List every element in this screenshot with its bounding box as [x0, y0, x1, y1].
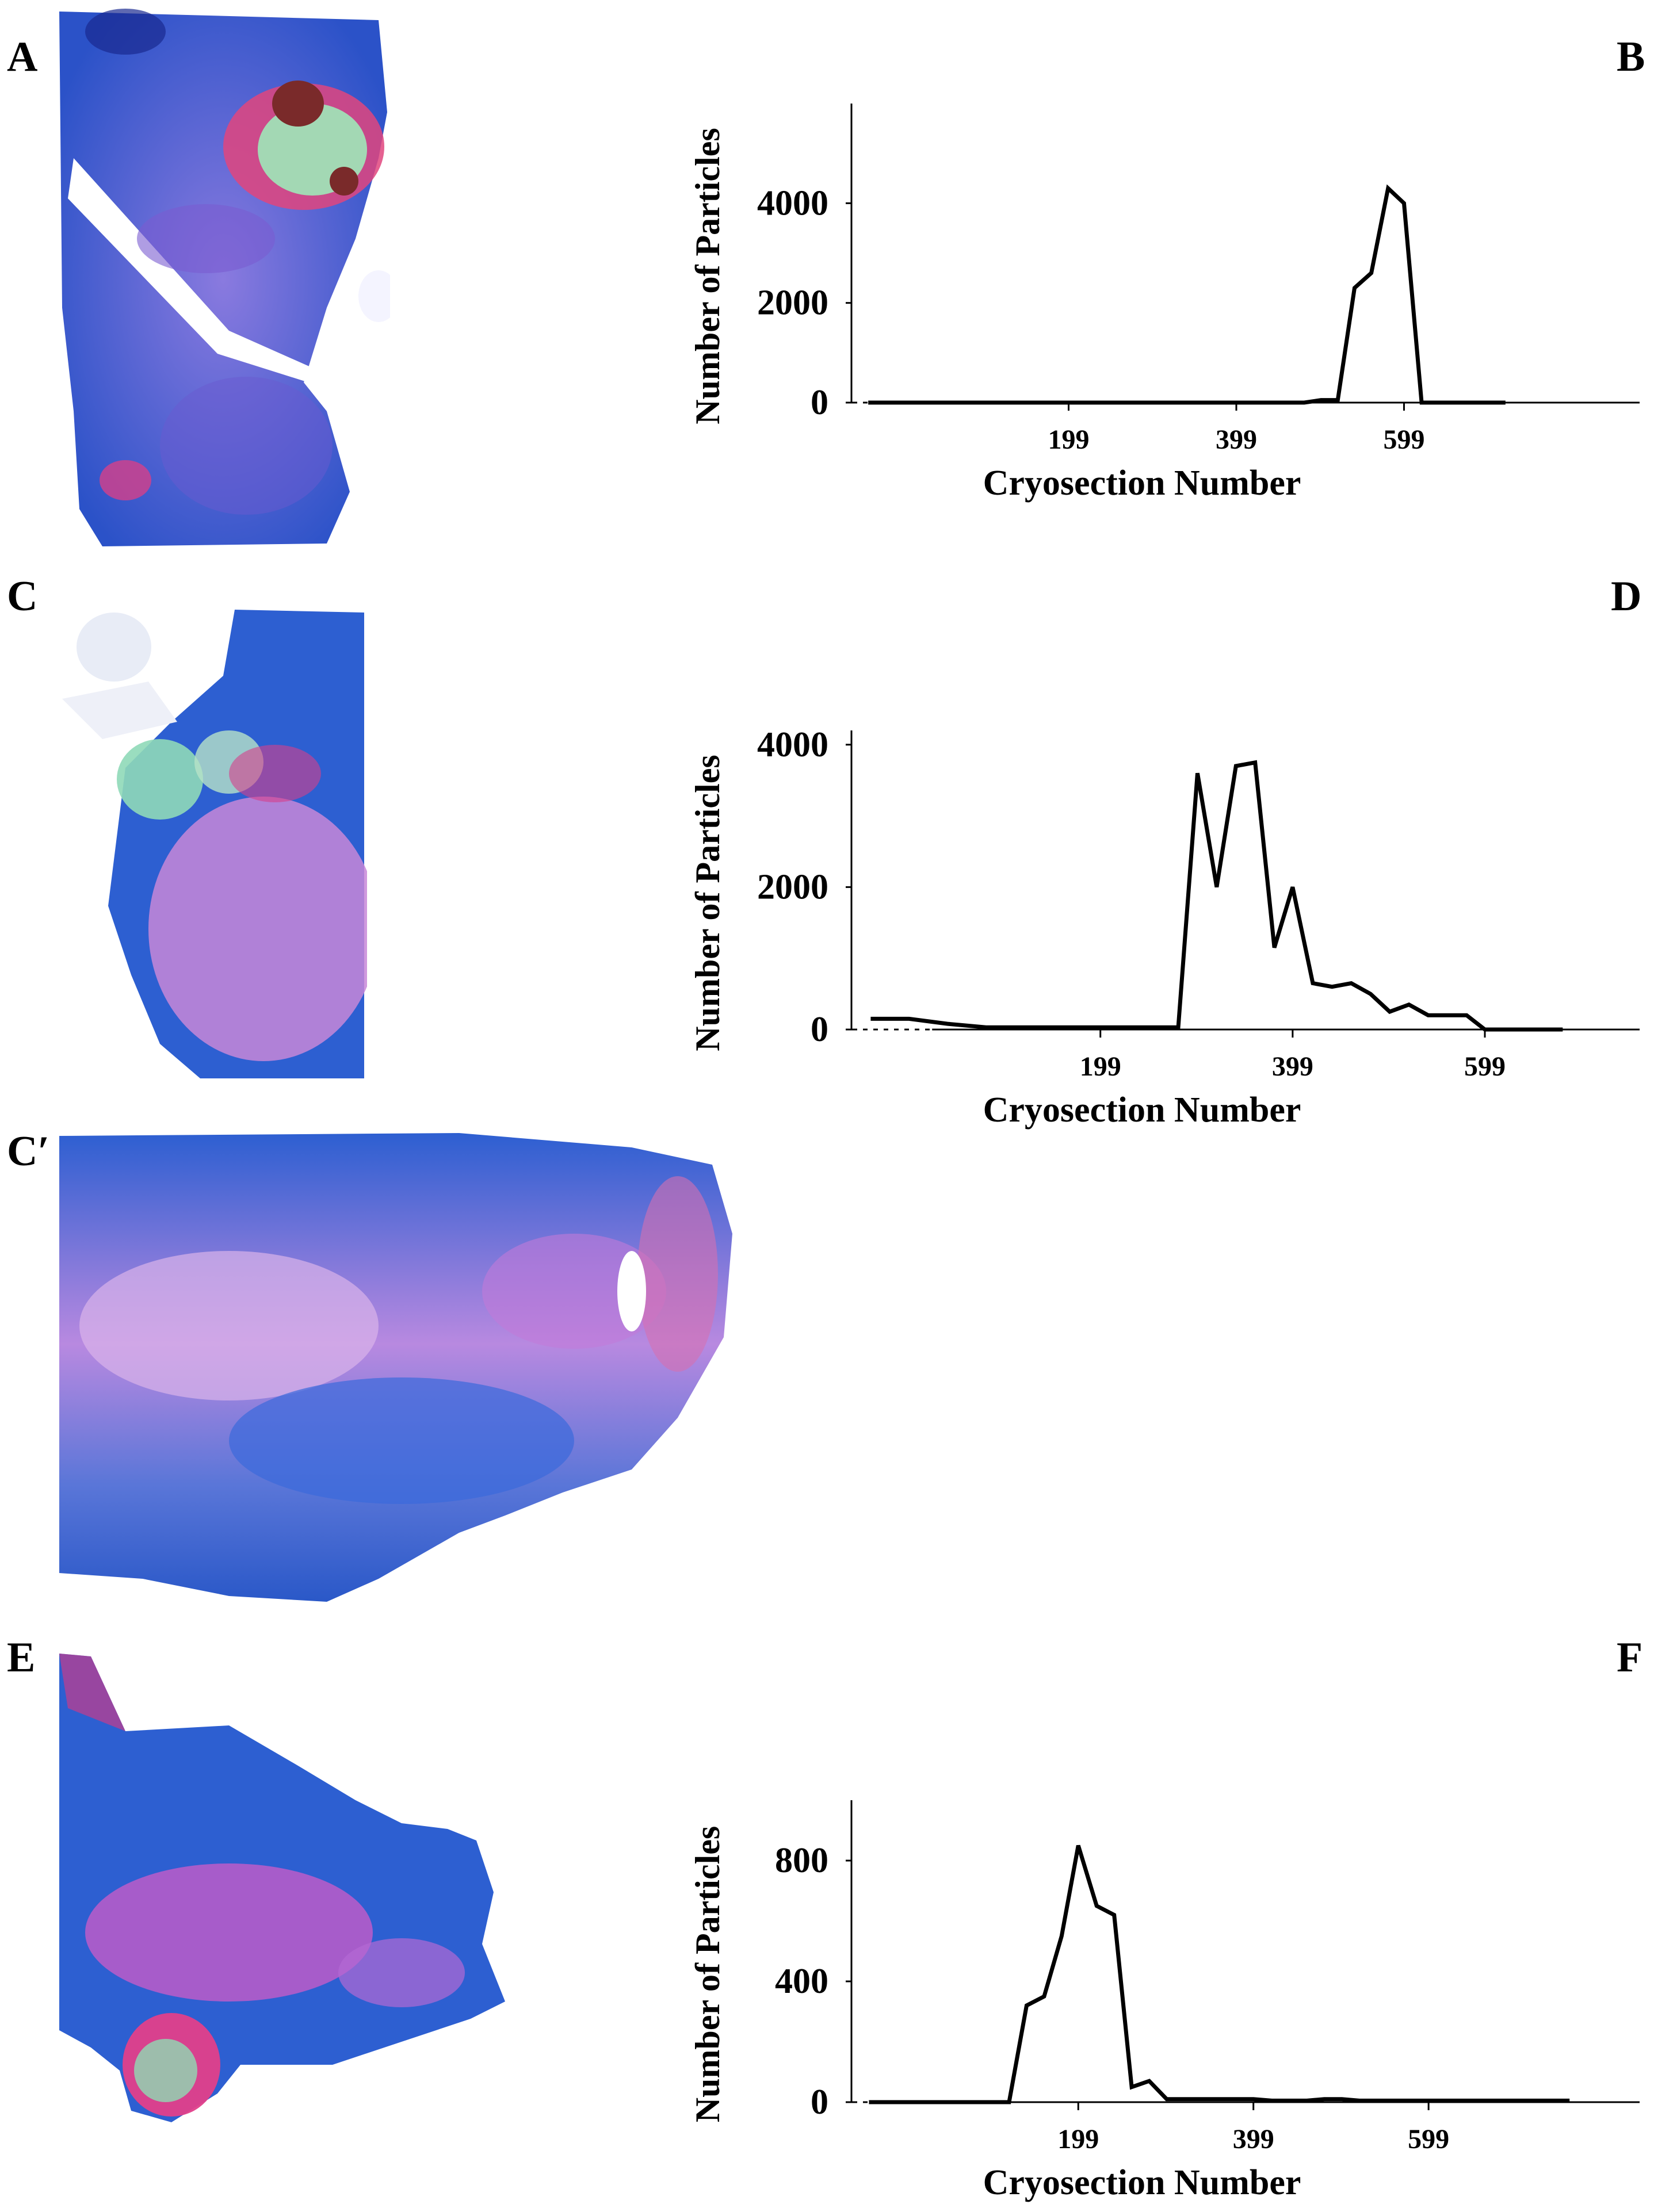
y-tick-label: 2000: [757, 867, 828, 906]
panel-letter-d: D: [1611, 573, 1642, 620]
x-tick-label: 199: [1080, 1051, 1121, 1082]
chart-d: 0 2000 4000 199 399 599 Cryosection Number Numb…: [667, 707, 1645, 1133]
x-axis-label: Cryosection Number: [983, 1090, 1301, 1130]
x-axis-label: Cryosection Number: [983, 464, 1301, 503]
y-tick-label: 0: [811, 2083, 828, 2122]
x-tick-label: 599: [1464, 1051, 1506, 1082]
tissue-image-a: [56, 9, 390, 552]
y-axis-label: Number of Particles: [689, 128, 727, 424]
tissue-image-c: [56, 607, 367, 1081]
particle-region-c: [117, 739, 203, 820]
tissue-image-c-prime: [56, 1119, 735, 1608]
tissue-image-e: [56, 1651, 517, 2140]
y-tick-label: 4000: [757, 183, 828, 223]
chart-f: 0 400 800 199 399 599 Cryosection Number Number…: [667, 1743, 1645, 2209]
panel-letter-c: C: [7, 573, 38, 620]
series-line-b: [868, 184, 1506, 405]
y-tick-label: 0: [811, 1010, 828, 1049]
x-tick-label: 399: [1233, 2124, 1274, 2154]
x-tick-label: 399: [1272, 1051, 1313, 1082]
chart-b: 0 2000 4000 199 399 599 Cryosection Number Numb…: [667, 81, 1645, 506]
x-tick-label: 199: [1048, 424, 1089, 455]
x-axis-label: Cryosection Number: [983, 2163, 1301, 2202]
y-axis-label: Number of Particles: [689, 755, 727, 1051]
series-line-f: [869, 1844, 1570, 2104]
x-tick-label: 599: [1408, 2124, 1449, 2154]
y-tick-label: 800: [775, 1841, 828, 1880]
y-tick-label: 4000: [757, 725, 828, 764]
chart-d-svg: 0 2000 4000 199 399 599 Cryosection Number Numb…: [689, 725, 1640, 1130]
particle-region-e: [134, 2039, 197, 2102]
panel-letter-f: F: [1617, 1634, 1643, 1681]
x-tick-label: 399: [1216, 424, 1257, 455]
y-tick-label: 400: [775, 1962, 828, 2001]
y-axis-label: Number of Particles: [689, 1826, 727, 2122]
panel-letter-e: E: [7, 1634, 36, 1681]
panel-letter-c-prime: C′: [7, 1128, 50, 1175]
series-line-d: [870, 760, 1563, 1032]
chart-f-svg: 0 400 800 199 399 599 Cryosection Number Number…: [689, 1800, 1640, 2202]
panel-letter-b: B: [1617, 33, 1645, 81]
x-tick-label: 599: [1383, 424, 1424, 455]
y-tick-label: 2000: [757, 284, 828, 323]
chart-b-svg: 0 2000 4000 199 399 599 Cryosection Number Numb…: [689, 104, 1640, 503]
x-tick-label: 199: [1057, 2124, 1099, 2154]
y-tick-label: 0: [811, 383, 828, 422]
panel-letter-a: A: [7, 33, 38, 81]
